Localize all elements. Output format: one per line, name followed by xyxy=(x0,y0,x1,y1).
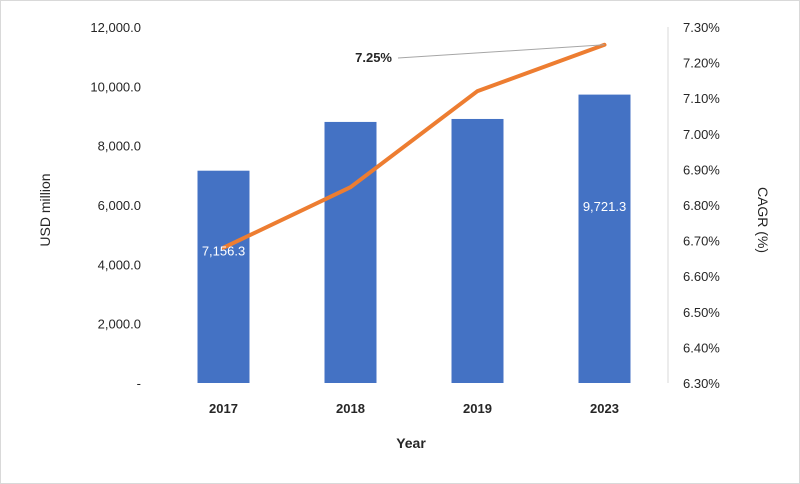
y-tick-label: 2,000.0 xyxy=(98,317,141,332)
bar-2019 xyxy=(451,118,504,383)
y2-tick-label: 6.30% xyxy=(683,376,720,391)
y-tick-label: - xyxy=(137,376,141,391)
cagr-line-series xyxy=(221,42,607,250)
x-tick-label-2017: 2017 xyxy=(209,401,238,416)
y2-tick-label: 6.90% xyxy=(683,162,720,177)
x-axis-title: Year xyxy=(396,435,426,451)
y2-tick-label: 6.50% xyxy=(683,305,720,320)
bar-data-label-2017: 7,156.3 xyxy=(202,244,245,259)
bar-2017 xyxy=(197,170,250,383)
data-labels: 7,156.3 9,721.3 xyxy=(202,199,626,259)
y2-tick-label: 7.10% xyxy=(683,91,720,106)
annotation-label: 7.25% xyxy=(355,50,392,65)
y-axis-right-ticks: 6.30% 6.40% 6.50% 6.60% 6.70% 6.80% 6.90% 7.00%… xyxy=(683,20,720,391)
x-tick-label-2018: 2018 xyxy=(336,401,365,416)
y-tick-label: 6,000.0 xyxy=(98,198,141,213)
x-axis-ticks: 2017 2018 2019 2023 xyxy=(209,401,619,416)
y2-tick-label: 7.20% xyxy=(683,56,720,71)
y2-tick-label: 7.30% xyxy=(683,20,720,35)
y-axis-left-title: USD million xyxy=(37,173,53,246)
x-tick-label-2023: 2023 xyxy=(590,401,619,416)
cagr-line xyxy=(221,42,607,250)
y-tick-label: 4,000.0 xyxy=(98,257,141,272)
y-tick-label: 8,000.0 xyxy=(98,139,141,154)
x-tick-label-2019: 2019 xyxy=(463,401,492,416)
y-tick-label: 12,000.0 xyxy=(90,20,141,35)
y2-tick-label: 6.80% xyxy=(683,198,720,213)
y2-tick-label: 7.00% xyxy=(683,127,720,142)
bar-series xyxy=(197,94,631,383)
bar-data-label-2023: 9,721.3 xyxy=(583,199,626,214)
annotation-leader-line xyxy=(397,44,605,59)
bar-2018 xyxy=(324,121,377,383)
y2-tick-label: 6.40% xyxy=(683,340,720,355)
y-axis-left-ticks: - 2,000.0 4,000.0 6,000.0 8,000.0 10,000.0 12,… xyxy=(90,20,141,391)
y2-tick-label: 6.70% xyxy=(683,234,720,249)
y-axis-right-title: CAGR (%) xyxy=(755,187,771,253)
bar-2023 xyxy=(578,94,631,383)
y2-tick-label: 6.60% xyxy=(683,269,720,284)
y-tick-label: 10,000.0 xyxy=(90,79,141,94)
